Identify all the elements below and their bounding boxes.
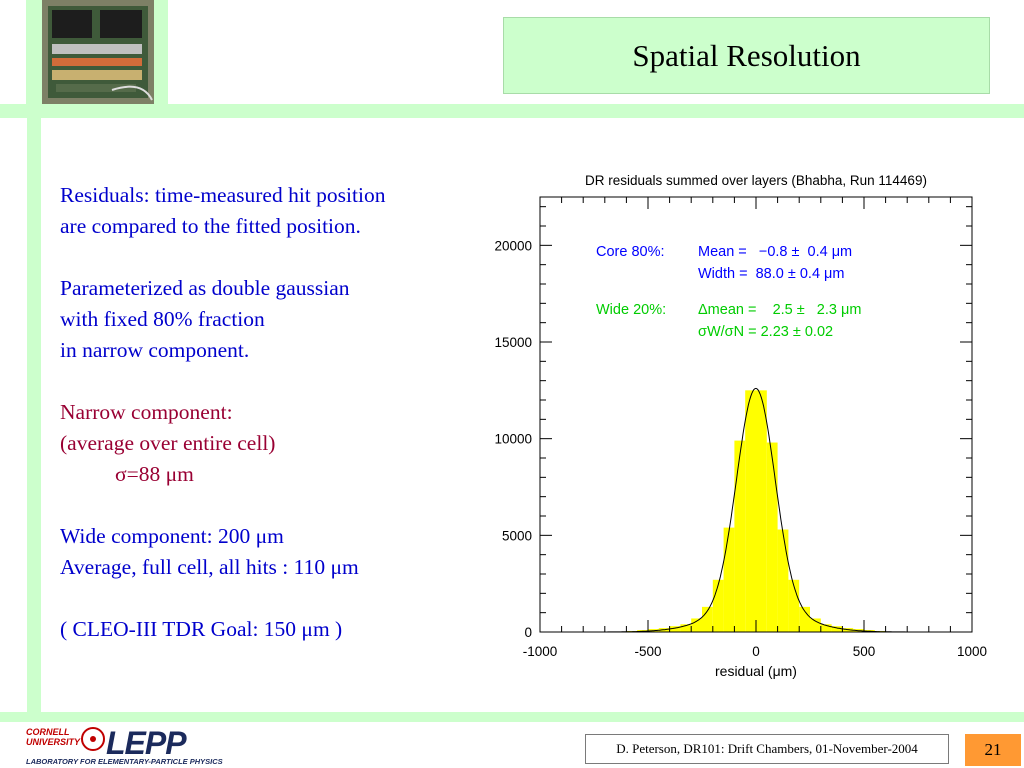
histogram-bar bbox=[788, 579, 800, 632]
histogram-bar bbox=[669, 626, 681, 632]
x-tick-label: 0 bbox=[752, 644, 760, 659]
lepp-logo: CORNELL UNIVERSITY LEPP LABORATORY FOR EL… bbox=[26, 725, 226, 767]
text-line: with fixed 80% fraction bbox=[60, 307, 265, 331]
x-tick-label: -500 bbox=[634, 644, 661, 659]
histogram-bar bbox=[745, 390, 756, 632]
residuals-histogram: DR residuals summed over layers (Bhabha,… bbox=[494, 173, 987, 679]
core-line-1: Mean = −0.8 ± 0.4 μm bbox=[698, 244, 852, 260]
chart-title: DR residuals summed over layers (Bhabha,… bbox=[585, 173, 927, 188]
y-tick-label: 20000 bbox=[494, 238, 532, 253]
slide-title-box: Spatial Resolution bbox=[503, 17, 990, 94]
y-tick-label: 15000 bbox=[494, 335, 532, 350]
slide-title: Spatial Resolution bbox=[632, 38, 861, 73]
histogram-bar bbox=[702, 606, 713, 632]
histogram-bar bbox=[820, 624, 832, 632]
text-line: Parameterized as double gaussian bbox=[60, 276, 350, 300]
lepp-wordmark: LEPP bbox=[106, 725, 187, 761]
y-tick-label: 10000 bbox=[494, 432, 532, 447]
core-label: Core 80%: bbox=[596, 244, 665, 260]
y-tick-label: 5000 bbox=[502, 528, 532, 543]
page-number: 21 bbox=[965, 734, 1021, 766]
text-line: Average, full cell, all hits : 110 μm bbox=[60, 555, 359, 579]
histogram-bar bbox=[831, 626, 843, 632]
text-line: are compared to the fitted position. bbox=[60, 214, 361, 238]
text-line: in narrow component. bbox=[60, 338, 250, 362]
green-band-bottom bbox=[0, 712, 1024, 722]
histogram-bar bbox=[680, 624, 692, 632]
core-line-2: Width = 88.0 ± 0.4 μm bbox=[698, 266, 844, 282]
histogram-bar bbox=[691, 618, 702, 632]
wide-line-1: Δmean = 2.5 ± 2.3 μm bbox=[698, 302, 861, 318]
text-line: Residuals: time-measured hit position bbox=[60, 183, 386, 207]
footer-citation: D. Peterson, DR101: Drift Chambers, 01-N… bbox=[585, 734, 949, 764]
text-line: Narrow component: bbox=[60, 400, 233, 424]
histogram-bar bbox=[810, 618, 821, 632]
fit-annotations: Core 80%: Mean = −0.8 ± 0.4 μm Width = 8… bbox=[596, 244, 861, 340]
histogram-bar bbox=[712, 579, 724, 632]
green-band-top bbox=[0, 104, 1024, 118]
cornell-wordmark: CORNELL UNIVERSITY bbox=[26, 727, 81, 747]
circuit-board-photo bbox=[42, 0, 154, 104]
wide-label: Wide 20%: bbox=[596, 302, 666, 318]
histogram-bar bbox=[766, 442, 778, 632]
y-tick-label: 0 bbox=[524, 625, 532, 640]
x-tick-label: -1000 bbox=[523, 644, 558, 659]
text-line: Wide component: 200 μm bbox=[60, 524, 284, 548]
wide-line-2: σW/σN = 2.23 ± 0.02 bbox=[698, 324, 833, 340]
histogram-bars bbox=[626, 390, 886, 632]
histogram-bar bbox=[756, 390, 767, 632]
histogram-bar bbox=[723, 527, 735, 632]
histogram-bar bbox=[799, 606, 810, 632]
lab-name: LABORATORY FOR ELEMENTARY-PARTICLE PHYSI… bbox=[26, 757, 223, 766]
x-tick-label: 1000 bbox=[957, 644, 987, 659]
text-line: (average over entire cell) bbox=[60, 431, 276, 455]
text-line: ( CLEO-III TDR Goal: 150 μm ) bbox=[60, 617, 343, 641]
cornell-seal-icon bbox=[81, 727, 105, 751]
body-text: Residuals: time-measured hit position ar… bbox=[60, 180, 470, 645]
text-line: σ=88 μm bbox=[115, 462, 194, 486]
circuit-board-image bbox=[42, 0, 154, 104]
green-band-left bbox=[27, 118, 41, 712]
x-axis-label: residual (μm) bbox=[715, 663, 797, 679]
x-tick-label: 500 bbox=[853, 644, 876, 659]
histogram-bar bbox=[734, 440, 746, 632]
histogram-bar bbox=[777, 529, 789, 632]
